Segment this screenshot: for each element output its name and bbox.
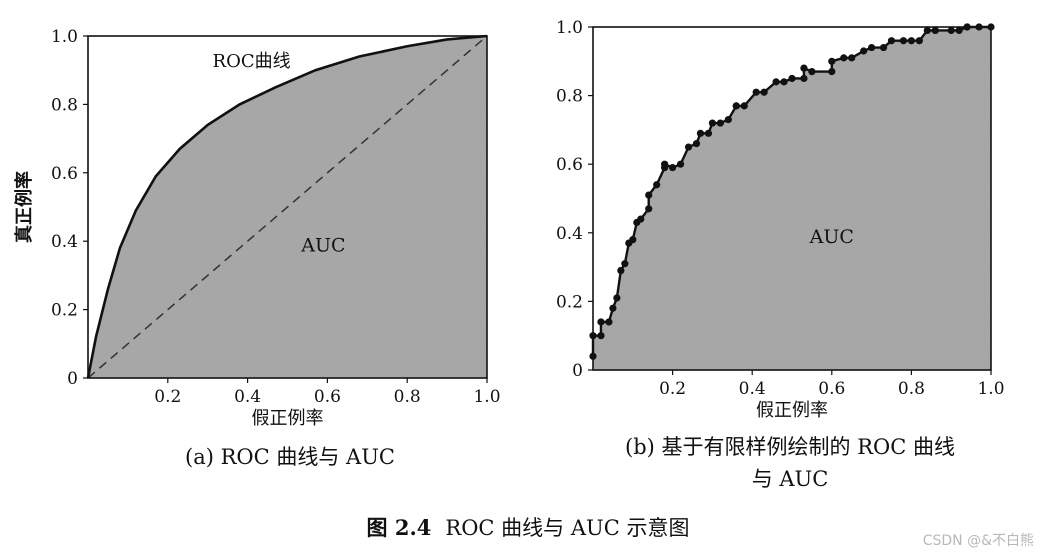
roc-point xyxy=(975,23,983,31)
roc-point xyxy=(780,78,788,86)
roc-point xyxy=(860,47,868,55)
roc-point xyxy=(752,88,760,96)
roc-point xyxy=(621,260,629,268)
figure-caption: 图 2.4 ROC 曲线与 AUC 示意图 xyxy=(0,512,1056,542)
caption-b-line1: (b) 基于有限样例绘制的 ROC 曲线 xyxy=(625,435,955,459)
x-tick-label: 0.8 xyxy=(898,379,925,399)
y-tick-label: 0 xyxy=(572,361,583,381)
roc-point xyxy=(653,181,661,189)
y-tick-label: 0.6 xyxy=(556,155,583,175)
watermark: CSDN @&不白熊 xyxy=(922,533,1034,549)
roc-point xyxy=(923,26,931,35)
roc-point xyxy=(840,54,848,62)
roc-chart-a-svg: 0 0.2 0.4 0.6 0.8 1.0 0.2 0.4 0.6 0.8 1.0 假正例率 真正例率 A… xyxy=(13,27,501,429)
roc-point xyxy=(609,304,617,312)
y-tick-label: 0.6 xyxy=(51,164,78,184)
plot-frame xyxy=(592,26,992,371)
roc-point xyxy=(613,294,621,302)
x-tick-label: 0.4 xyxy=(739,379,766,399)
roc-point xyxy=(637,215,645,223)
y-tick-label: 0.2 xyxy=(51,301,78,321)
roc-chart-b: 0 0.2 0.4 0.6 0.8 1.0 0.2 0.4 0.6 0.8 1.0 假正例率 真正例率 A… xyxy=(511,0,1056,500)
roc-point xyxy=(676,160,685,168)
roc-chart-b-svg: 0 0.2 0.4 0.6 0.8 1.0 0.2 0.4 0.6 0.8 1.0 假正例率 真正例率 A… xyxy=(511,18,1005,421)
roc-point xyxy=(800,64,808,72)
roc-curve-label: ROC曲线 xyxy=(213,51,291,72)
roc-point xyxy=(645,205,653,213)
y-axis-label: 真正例率 xyxy=(530,163,533,235)
roc-point xyxy=(955,26,963,35)
roc-point xyxy=(760,88,768,96)
roc-point xyxy=(868,43,876,52)
roc-point xyxy=(899,37,908,45)
roc-point xyxy=(645,191,653,199)
random-guess-diagonal xyxy=(87,35,488,379)
roc-point xyxy=(696,129,705,137)
roc-point xyxy=(800,74,808,83)
roc-point xyxy=(589,332,597,340)
roc-point xyxy=(887,37,896,45)
roc-point xyxy=(963,23,971,31)
y-tick-label: 0.2 xyxy=(556,292,583,312)
roc-point xyxy=(605,318,613,326)
roc-point xyxy=(828,57,836,65)
roc-point xyxy=(772,78,780,86)
roc-point xyxy=(704,129,713,137)
x-tick-label: 0.8 xyxy=(394,387,421,407)
roc-point xyxy=(828,67,836,76)
x-tick-label: 0.6 xyxy=(818,379,845,399)
x-tick-label: 1.0 xyxy=(977,379,1004,399)
x-tick-label: 1.0 xyxy=(473,387,500,407)
y-tick-label: 1.0 xyxy=(556,18,583,38)
roc-point xyxy=(987,23,995,31)
x-tick-label: 0.2 xyxy=(154,387,181,407)
roc-point xyxy=(848,54,856,62)
roc-point xyxy=(788,74,796,83)
caption-b-line2: 与 AUC xyxy=(751,467,829,491)
y-axis-label: 真正例率 xyxy=(13,171,35,243)
roc-point xyxy=(669,164,677,172)
roc-point xyxy=(684,143,693,151)
roc-point xyxy=(879,43,888,52)
roc-point xyxy=(907,37,915,45)
roc-point xyxy=(692,140,701,148)
roc-point xyxy=(740,102,748,110)
plot-frame xyxy=(87,35,488,379)
x-tick-label: 0.6 xyxy=(314,387,341,407)
y-tick-label: 0.4 xyxy=(556,224,583,244)
caption-a: (a) ROC 曲线与 AUC xyxy=(185,445,395,469)
roc-chart-a: 0 0.2 0.4 0.6 0.8 1.0 0.2 0.4 0.6 0.8 1.0 假正例率 真正例率 A… xyxy=(0,0,520,480)
roc-point xyxy=(617,266,625,275)
x-axis-label: 假正例率 xyxy=(252,408,324,429)
y-tick-label: 0 xyxy=(67,369,78,389)
roc-point xyxy=(708,119,716,127)
roc-point xyxy=(732,102,740,110)
x-tick-label: 0.2 xyxy=(659,379,686,399)
roc-point xyxy=(716,119,724,127)
auc-label: AUC xyxy=(809,226,854,248)
roc-curve-line xyxy=(86,34,488,379)
y-tick-label: 0.8 xyxy=(556,87,583,107)
roc-point xyxy=(947,26,955,35)
x-axis-label: 假正例率 xyxy=(756,400,828,421)
figure-label: 图 2.4 xyxy=(366,515,432,540)
roc-point xyxy=(724,116,732,124)
auc-label: AUC xyxy=(300,234,345,256)
roc-point xyxy=(597,332,605,340)
caption-b: (b) 基于有限样例绘制的 ROC 曲线 与 AUC xyxy=(540,431,1040,495)
figure-title: ROC 曲线与 AUC 示意图 xyxy=(445,516,690,540)
y-tick-label: 0.8 xyxy=(51,95,78,115)
auc-area-texture xyxy=(593,27,991,370)
x-tick-label: 0.4 xyxy=(234,387,261,407)
y-tick-label: 0.4 xyxy=(51,232,78,252)
roc-point xyxy=(597,318,605,326)
roc-point xyxy=(589,352,597,360)
roc-point xyxy=(629,236,637,244)
roc-point xyxy=(808,67,816,76)
roc-point xyxy=(915,37,923,45)
roc-point xyxy=(661,160,669,168)
roc-point xyxy=(931,26,939,35)
y-tick-label: 1.0 xyxy=(51,27,78,47)
